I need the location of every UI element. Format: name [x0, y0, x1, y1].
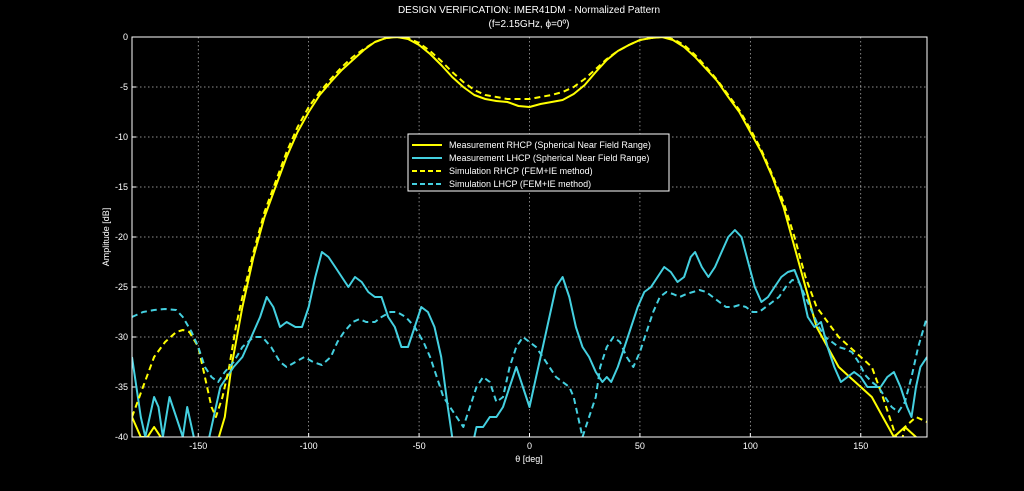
legend-entry: Simulation RHCP (FEM+IE method): [449, 166, 593, 176]
y-axis-label: Amplitude [dB]: [101, 208, 111, 267]
x-tick-label: 150: [853, 441, 868, 451]
x-tick-label: -50: [413, 441, 426, 451]
y-tick-label: -15: [115, 182, 128, 192]
series-lines: [132, 37, 927, 437]
measurement-rhcp-line: [132, 37, 918, 437]
x-tick-label: -100: [300, 441, 318, 451]
x-tick-label: 0: [527, 441, 532, 451]
chart-title: DESIGN VERIFICATION: IMER41DM - Normaliz…: [398, 5, 660, 16]
axes-frame: [131, 36, 928, 438]
tick-labels: -150 -100 -50 0 50 100 150 0 -5 -10 -15 -20 -25 -30 -3…: [115, 32, 868, 451]
legend-box: [407, 133, 670, 192]
x-tick-label: 50: [635, 441, 645, 451]
x-tick-label: 100: [743, 441, 758, 451]
x-axis-label: θ [deg]: [515, 454, 543, 464]
y-tick-label: -25: [115, 282, 128, 292]
grid: [132, 36, 927, 438]
simulation-lhcp-line: [132, 279, 927, 437]
x-tick-label: -150: [189, 441, 207, 451]
y-tick-label: -30: [115, 332, 128, 342]
y-tick-label: -5: [120, 82, 128, 92]
y-tick-label: -35: [115, 382, 128, 392]
legend-entry: Simulation LHCP (FEM+IE method): [449, 179, 591, 189]
legend: Measurement RHCP (Spherical Near Field R…: [407, 133, 670, 192]
y-tick-label: -10: [115, 132, 128, 142]
legend-entry: Measurement LHCP (Spherical Near Field R…: [449, 153, 649, 163]
chart-subtitle: (f=2.15GHz, ϕ=0º): [489, 19, 570, 30]
y-tick-label: -20: [115, 232, 128, 242]
y-tick-label: 0: [123, 32, 128, 42]
legend-entry: Measurement RHCP (Spherical Near Field R…: [449, 140, 651, 150]
y-tick-label: -40: [115, 432, 128, 442]
simulation-rhcp-line: [132, 37, 927, 437]
